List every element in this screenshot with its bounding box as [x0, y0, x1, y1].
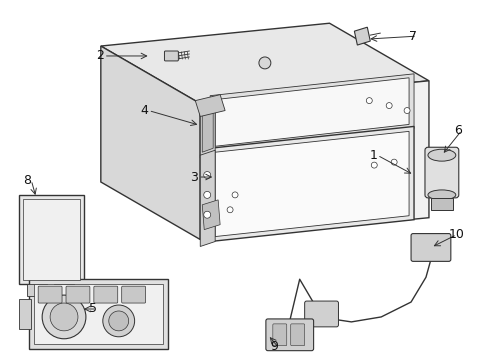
Circle shape: [50, 303, 78, 331]
Circle shape: [371, 162, 377, 168]
Text: 10: 10: [449, 228, 465, 241]
Polygon shape: [200, 150, 215, 247]
Text: 4: 4: [141, 104, 148, 117]
Polygon shape: [34, 284, 164, 344]
FancyBboxPatch shape: [94, 286, 118, 303]
Polygon shape: [202, 104, 213, 152]
Text: 3: 3: [190, 171, 198, 184]
Polygon shape: [29, 279, 169, 349]
FancyBboxPatch shape: [122, 286, 146, 303]
Circle shape: [404, 108, 410, 113]
FancyBboxPatch shape: [165, 51, 178, 61]
Ellipse shape: [428, 190, 456, 200]
Circle shape: [259, 57, 271, 69]
FancyBboxPatch shape: [273, 324, 287, 346]
Polygon shape: [200, 99, 215, 158]
Polygon shape: [210, 126, 414, 242]
Bar: [54, 284, 74, 296]
Circle shape: [204, 192, 211, 198]
FancyBboxPatch shape: [266, 319, 314, 351]
Text: 1: 1: [369, 149, 377, 162]
Bar: [19, 299, 31, 329]
FancyBboxPatch shape: [38, 286, 62, 303]
Text: 6: 6: [454, 124, 462, 137]
FancyBboxPatch shape: [425, 147, 459, 198]
Circle shape: [386, 103, 392, 109]
FancyBboxPatch shape: [305, 301, 339, 327]
Polygon shape: [210, 74, 414, 150]
Circle shape: [367, 98, 372, 104]
Polygon shape: [196, 95, 225, 117]
Polygon shape: [354, 27, 370, 45]
Bar: [27, 284, 47, 296]
Circle shape: [109, 311, 129, 331]
Circle shape: [227, 207, 233, 213]
Text: 8: 8: [23, 174, 31, 186]
Polygon shape: [101, 46, 200, 239]
FancyBboxPatch shape: [291, 324, 305, 346]
Polygon shape: [200, 81, 429, 239]
Ellipse shape: [428, 149, 456, 161]
Polygon shape: [202, 200, 220, 230]
Circle shape: [204, 211, 211, 218]
FancyBboxPatch shape: [431, 198, 453, 210]
Circle shape: [103, 305, 135, 337]
Bar: [23, 199, 80, 280]
Circle shape: [391, 159, 397, 165]
Text: 5: 5: [89, 302, 97, 315]
Polygon shape: [101, 23, 429, 104]
Text: 2: 2: [96, 49, 104, 63]
FancyBboxPatch shape: [66, 286, 90, 303]
Polygon shape: [215, 78, 409, 146]
Bar: [19, 195, 84, 284]
Text: 9: 9: [270, 340, 278, 353]
Circle shape: [232, 192, 238, 198]
FancyBboxPatch shape: [411, 234, 451, 261]
Circle shape: [42, 295, 86, 339]
Polygon shape: [215, 131, 409, 237]
Circle shape: [204, 172, 211, 179]
Text: 7: 7: [409, 30, 417, 42]
